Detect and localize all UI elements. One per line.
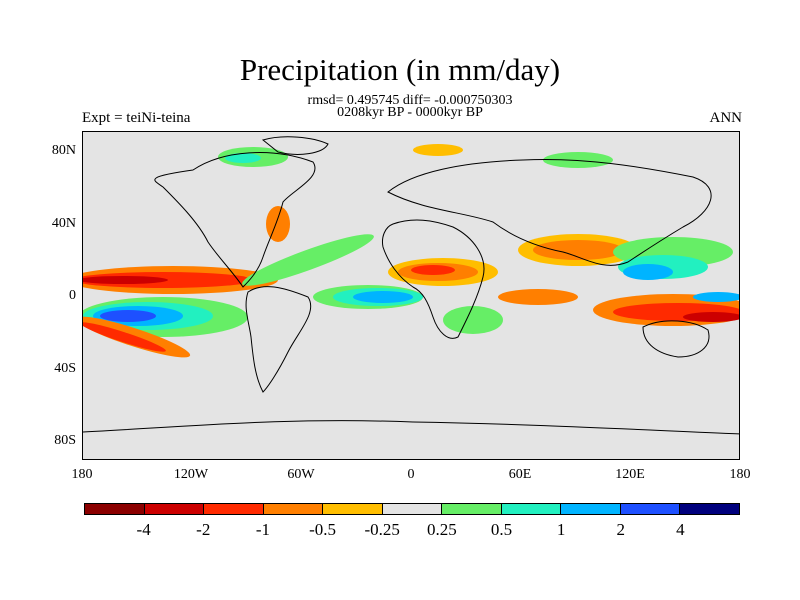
anomaly-fields bbox=[83, 144, 739, 358]
asia-monsoon-anomaly-red bbox=[533, 240, 623, 260]
colorbar-segment bbox=[323, 504, 383, 514]
lon-label-120w: 120W bbox=[173, 467, 209, 482]
colorbar-label: -2 bbox=[196, 520, 211, 539]
lon-label-120e: 120E bbox=[615, 467, 645, 482]
north-atlantic-anomaly-green bbox=[242, 234, 374, 286]
east-us-anomaly-orange bbox=[266, 206, 290, 242]
lat-label-40s: 40S bbox=[54, 361, 76, 376]
colorbar-segment bbox=[144, 504, 205, 514]
lat-label-80n: 80N bbox=[51, 143, 76, 158]
pacific-itcz-anomaly-dark bbox=[83, 276, 168, 284]
colorbar-label: 0.25 bbox=[426, 520, 457, 539]
arctic-canada-anomaly-cyan bbox=[225, 153, 261, 163]
australia-coast bbox=[642, 320, 710, 358]
spcz-anomaly-red bbox=[83, 322, 166, 352]
lat-label-80s: 80S bbox=[54, 433, 76, 448]
experiment-label: Expt = teiNi-teina bbox=[82, 110, 191, 126]
lon-label-60e: 60E bbox=[508, 467, 532, 482]
eurasia-coast bbox=[387, 158, 712, 266]
maritime-anomaly-dark bbox=[683, 312, 739, 322]
stats-line: rmsd= 0.495745 diff= -0.000750303 bbox=[307, 93, 513, 108]
sahel-anomaly-dark bbox=[411, 265, 455, 275]
north-america-coast bbox=[154, 152, 316, 288]
lat-label-40n: 40N bbox=[51, 216, 76, 231]
colorbar-segment bbox=[442, 504, 502, 514]
chart-title: Precipitation (in mm/day) bbox=[239, 52, 561, 87]
colorbar-segment bbox=[561, 504, 621, 514]
south-america-coast bbox=[245, 286, 312, 393]
colorbar-label: 0.5 bbox=[490, 520, 513, 539]
season-label: ANN bbox=[709, 110, 743, 126]
antarctica-coast bbox=[83, 420, 739, 435]
africa-coast bbox=[382, 219, 485, 339]
colorbar-label: -4 bbox=[136, 520, 151, 539]
colorbar-segment bbox=[620, 504, 681, 514]
precipitation-anomaly-map bbox=[83, 136, 739, 435]
south-africa-anomaly-green bbox=[443, 306, 503, 334]
lon-label-180w: 180 bbox=[71, 467, 93, 482]
colorbar-label: -0.25 bbox=[364, 520, 400, 539]
europe-anomaly-orange bbox=[413, 144, 463, 156]
lon-label-180e: 180 bbox=[729, 467, 751, 482]
coastlines bbox=[83, 136, 739, 435]
dateline-anomaly-cyan bbox=[693, 292, 739, 302]
colorbar-segment bbox=[680, 504, 740, 514]
colorbar-segment bbox=[382, 504, 443, 514]
lat-label-0: 0 bbox=[69, 288, 76, 303]
colorbar-label: 4 bbox=[676, 520, 685, 539]
atlantic-anomaly-blue bbox=[353, 291, 413, 303]
colorbar-label: 1 bbox=[556, 520, 566, 539]
colorbar-label: -1 bbox=[255, 520, 270, 539]
colorbar-label: 2 bbox=[616, 520, 625, 539]
lon-label-60w: 60W bbox=[287, 467, 315, 482]
arctic-siberia-anomaly-green bbox=[543, 152, 613, 168]
colorbar-segment bbox=[85, 504, 145, 514]
colorbar-segment bbox=[501, 504, 562, 514]
greenland-coast bbox=[261, 136, 329, 155]
south-pacific-anomaly-dblue bbox=[100, 310, 156, 322]
colorbar bbox=[84, 503, 740, 515]
period-line: 0208kyr BP - 0000kyr BP bbox=[337, 105, 483, 120]
indian-ocean-anomaly-orange bbox=[498, 289, 578, 305]
map-plot-area bbox=[82, 131, 740, 460]
colorbar-label: -0.5 bbox=[309, 520, 336, 539]
west-pacific-anomaly-blue bbox=[623, 264, 673, 280]
colorbar-segment bbox=[263, 504, 324, 514]
colorbar-segment bbox=[204, 504, 264, 514]
lon-label-0: 0 bbox=[407, 467, 415, 482]
